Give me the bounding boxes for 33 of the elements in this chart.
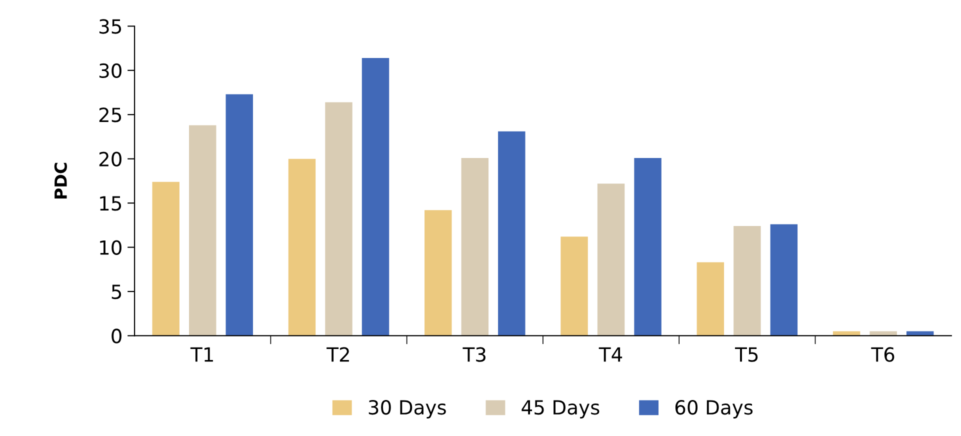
- bar: [597, 184, 625, 336]
- bar: [461, 158, 489, 336]
- bar: [362, 58, 390, 336]
- bar: [634, 158, 662, 336]
- y-tick-label: 35: [99, 19, 122, 34]
- bar: [734, 226, 761, 336]
- legend-label: 30 Days: [368, 400, 446, 418]
- bar: [424, 210, 452, 336]
- legend-label: 60 Days: [675, 400, 753, 418]
- y-tick-label: 10: [100, 240, 122, 255]
- y-axis-title: PDC: [54, 162, 67, 199]
- y-tick-label: 25: [99, 108, 122, 122]
- x-tick-label: T3: [462, 347, 486, 362]
- bar: [498, 131, 526, 336]
- y-tick-label: 0: [112, 328, 122, 344]
- bar: [288, 158, 316, 336]
- bar: [560, 236, 588, 336]
- y-tick-label: 30: [99, 63, 122, 78]
- x-tick-label: T1: [190, 347, 213, 362]
- y-tick-label: 15: [100, 196, 122, 211]
- x-tick-label: T4: [598, 347, 622, 362]
- bar: [188, 125, 216, 336]
- x-tick-label: T5: [734, 347, 758, 362]
- bar: [770, 224, 798, 336]
- bar: [325, 102, 352, 336]
- x-tick-label: T6: [871, 347, 894, 362]
- bar: [696, 262, 724, 336]
- bar: [226, 94, 253, 336]
- legend-label: 45 Days: [522, 400, 600, 418]
- bar: [152, 182, 180, 336]
- y-tick-label: 20: [99, 152, 122, 166]
- y-tick-label: 5: [112, 284, 122, 300]
- x-tick-label: T2: [326, 347, 349, 362]
